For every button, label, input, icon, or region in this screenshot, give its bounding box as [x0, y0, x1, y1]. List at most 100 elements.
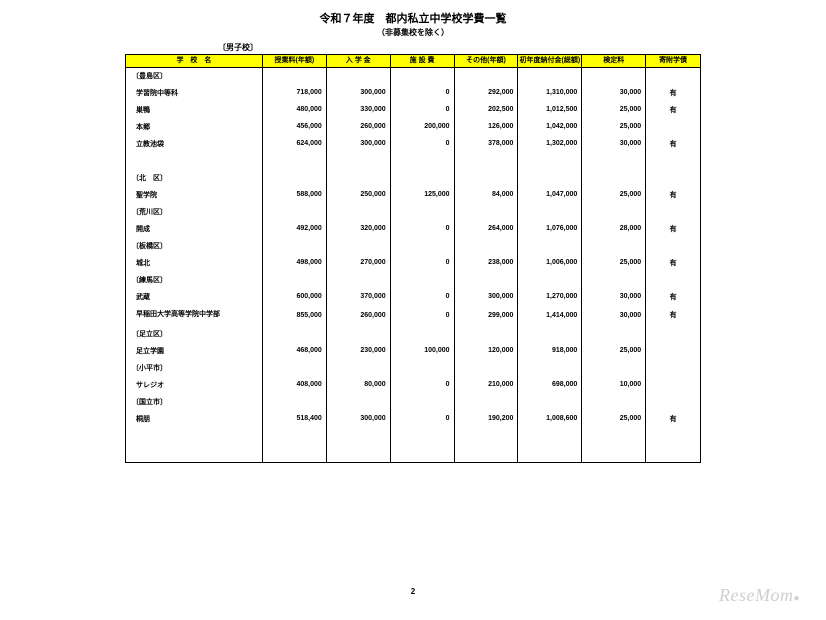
empty-cell — [454, 393, 518, 410]
value-cell: 1,047,000 — [518, 186, 582, 203]
value-cell: 300,000 — [326, 410, 390, 427]
empty-cell — [390, 152, 454, 169]
ward-label: 〔小平市〕 — [126, 359, 263, 376]
value-cell: 378,000 — [454, 135, 518, 152]
donation-cell — [646, 342, 701, 359]
ward-label: 〔豊島区〕 — [126, 67, 263, 84]
empty-cell — [326, 152, 390, 169]
value-cell: 28,000 — [582, 220, 646, 237]
value-cell: 30,000 — [582, 305, 646, 325]
value-cell: 1,008,600 — [518, 410, 582, 427]
donation-cell: 有 — [646, 254, 701, 271]
donation-cell — [646, 118, 701, 135]
school-name: 桐朋 — [126, 410, 263, 427]
watermark-logo: ReseMom● — [719, 585, 800, 606]
school-name: 早稲田大学高等学院中学部 — [126, 305, 263, 325]
empty-cell — [646, 271, 701, 288]
value-cell: 1,012,500 — [518, 101, 582, 118]
value-cell: 468,000 — [262, 342, 326, 359]
empty-cell — [582, 237, 646, 254]
empty-cell — [582, 203, 646, 220]
empty-cell — [454, 325, 518, 342]
value-cell: 1,270,000 — [518, 288, 582, 305]
empty-cell — [646, 393, 701, 410]
value-cell: 300,000 — [326, 84, 390, 101]
table-row: 学習院中等科718,000300,0000292,0001,310,00030,… — [126, 84, 701, 101]
value-cell: 30,000 — [582, 135, 646, 152]
table-row: 〔荒川区〕 — [126, 203, 701, 220]
table-row: 〔小平市〕 — [126, 359, 701, 376]
col-tuition: 授業料(年額) — [262, 55, 326, 68]
value-cell: 0 — [390, 101, 454, 118]
empty-cell — [126, 427, 263, 462]
empty-cell — [326, 169, 390, 186]
value-cell: 230,000 — [326, 342, 390, 359]
empty-cell — [390, 359, 454, 376]
empty-cell — [454, 203, 518, 220]
empty-cell — [582, 427, 646, 462]
empty-cell — [646, 152, 701, 169]
value-cell: 210,000 — [454, 376, 518, 393]
empty-cell — [390, 203, 454, 220]
page-number: 2 — [411, 587, 415, 596]
empty-cell — [262, 427, 326, 462]
value-cell: 588,000 — [262, 186, 326, 203]
empty-cell — [454, 237, 518, 254]
donation-cell: 有 — [646, 101, 701, 118]
value-cell: 1,414,000 — [518, 305, 582, 325]
empty-cell — [262, 169, 326, 186]
empty-cell — [390, 393, 454, 410]
empty-cell — [262, 271, 326, 288]
col-facility: 施 設 費 — [390, 55, 454, 68]
empty-cell — [326, 427, 390, 462]
table-row: 〔足立区〕 — [126, 325, 701, 342]
empty-cell — [390, 271, 454, 288]
empty-cell — [262, 237, 326, 254]
empty-cell — [454, 271, 518, 288]
empty-cell — [646, 427, 701, 462]
col-exam: 検定料 — [582, 55, 646, 68]
empty-cell — [326, 237, 390, 254]
value-cell: 370,000 — [326, 288, 390, 305]
value-cell: 80,000 — [326, 376, 390, 393]
value-cell: 480,000 — [262, 101, 326, 118]
table-row: 武蔵600,000370,0000300,0001,270,00030,000有 — [126, 288, 701, 305]
table-row — [126, 152, 701, 169]
value-cell: 25,000 — [582, 254, 646, 271]
value-cell: 299,000 — [454, 305, 518, 325]
empty-cell — [390, 325, 454, 342]
empty-cell — [646, 169, 701, 186]
empty-cell — [518, 169, 582, 186]
empty-cell — [518, 152, 582, 169]
value-cell: 300,000 — [326, 135, 390, 152]
value-cell: 0 — [390, 135, 454, 152]
value-cell: 30,000 — [582, 288, 646, 305]
value-cell: 0 — [390, 220, 454, 237]
empty-cell — [518, 359, 582, 376]
empty-cell — [582, 393, 646, 410]
value-cell: 498,000 — [262, 254, 326, 271]
empty-cell — [646, 67, 701, 84]
value-cell: 292,000 — [454, 84, 518, 101]
value-cell: 260,000 — [326, 118, 390, 135]
value-cell: 1,310,000 — [518, 84, 582, 101]
empty-cell — [390, 237, 454, 254]
col-donation: 寄附学債 — [646, 55, 701, 68]
school-name: 開成 — [126, 220, 263, 237]
col-total: 初年度納付金(総額) — [518, 55, 582, 68]
category-label: 〔男子校〕 — [218, 42, 826, 53]
value-cell: 10,000 — [582, 376, 646, 393]
empty-cell — [326, 359, 390, 376]
fees-table: 学 校 名 授業料(年額) 入 学 金 施 設 費 その他(年額) 初年度納付金… — [125, 54, 701, 463]
value-cell: 25,000 — [582, 101, 646, 118]
value-cell: 492,000 — [262, 220, 326, 237]
value-cell: 300,000 — [454, 288, 518, 305]
value-cell: 25,000 — [582, 186, 646, 203]
value-cell: 0 — [390, 288, 454, 305]
school-name: 足立学園 — [126, 342, 263, 359]
value-cell: 120,000 — [454, 342, 518, 359]
empty-cell — [646, 325, 701, 342]
table-row: 聖学院588,000250,000125,00084,0001,047,0002… — [126, 186, 701, 203]
col-other: その他(年額) — [454, 55, 518, 68]
value-cell: 0 — [390, 376, 454, 393]
